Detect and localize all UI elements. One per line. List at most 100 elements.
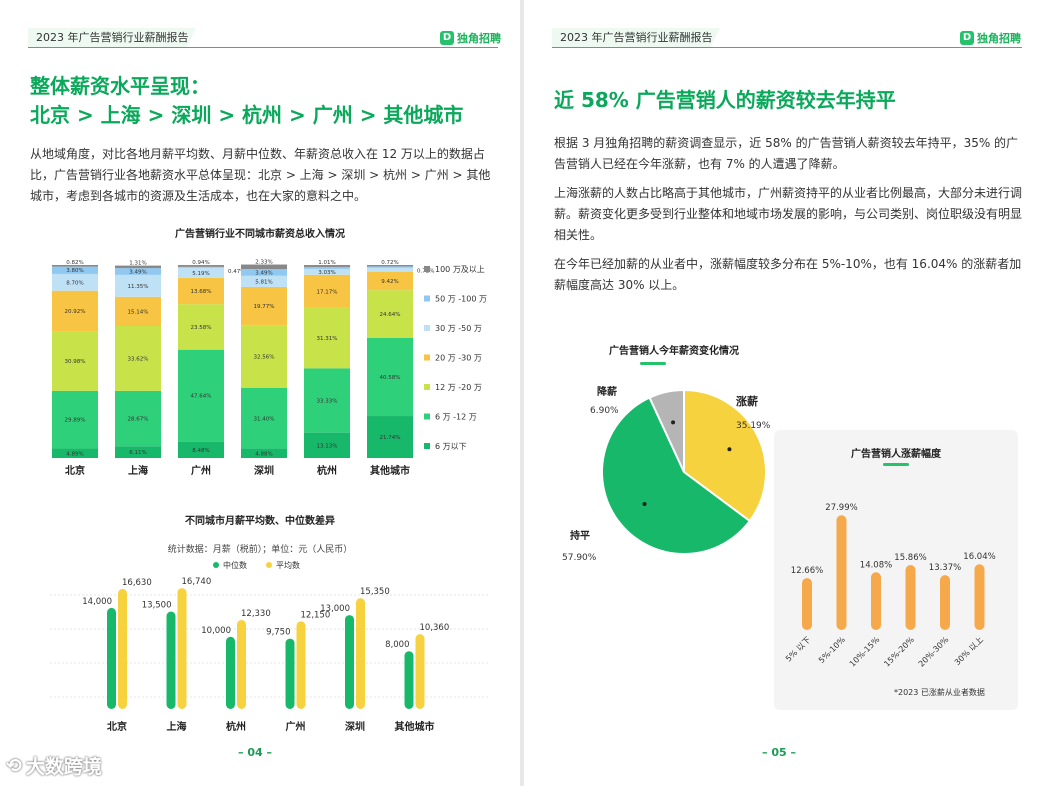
pie-slice-降薪 (648, 388, 685, 473)
intro-paragraph: 从地域角度，对比各地月薪平均数、月薪中位数、年薪资总收入在 12 万以上的数据占… (30, 147, 491, 203)
legend-label: 12 万 -20 万 (435, 383, 482, 392)
median-value: 9,750 (266, 628, 290, 638)
stacked-label: 5.81% (255, 279, 272, 285)
stacked-segment-广州-5 (178, 266, 224, 268)
raise-bar-20%-30% (940, 575, 950, 630)
raise-tick-label: 5%-10% (817, 635, 847, 665)
stacked-label: 33.33% (317, 398, 338, 404)
median-mean-chart-subtitle: 统计数据：月薪（税前）；单位：元（人民币） (167, 545, 353, 555)
raise-range-panel: 广告营销人涨薪幅度 12.66% 5% 以下 27.99% 5%-10% 14.08% 1… (774, 430, 1018, 710)
stacked-label: 11.35% (128, 284, 149, 290)
legend-mean: 平均数 (276, 560, 300, 570)
pie-slice-dot (642, 502, 647, 507)
stacked-label: 2.33% (255, 260, 272, 266)
stacked-label: 28.67% (128, 417, 149, 423)
median-value: 14,000 (82, 597, 112, 607)
raise-tick-label: 10%-15% (848, 635, 882, 669)
raise-chart-title: 广告营销人涨薪幅度 (851, 449, 941, 460)
legend-median: 中位数 (223, 560, 247, 570)
stacked-segment-深圳-4 (241, 275, 287, 287)
raise-tick-label: 30% 以上 (953, 635, 985, 667)
stacked-segment-深圳-0 (241, 448, 287, 458)
mean-value: 12,150 (301, 610, 331, 620)
legend-swatch (424, 266, 430, 272)
pie-label-flat: 持平 (570, 529, 590, 542)
median-mean-bar-chart: 中位数 平均数 14,000 16,630 北京 13,500 16,740 上海 10,000… (50, 560, 490, 733)
raise-chart-note: *2023 已涨薪从业者数据 (894, 688, 985, 697)
legend-dot-median (213, 562, 219, 568)
mean-value: 15,350 (360, 587, 390, 597)
stacked-label: 13.13% (317, 443, 338, 449)
stacked-label: 4.88% (255, 451, 272, 457)
legend-label: 20 万 -30 万 (435, 354, 482, 363)
mean-bar-北京 (118, 588, 127, 709)
stacked-label: 23.58% (191, 325, 212, 331)
raise-bar-10%-15% (871, 572, 881, 630)
mean-bar-上海 (177, 588, 187, 709)
raise-value: 14.08% (860, 560, 892, 570)
stacked-segment-深圳-3 (241, 286, 287, 326)
raise-bar-5% 以下 (802, 578, 812, 630)
legend-label: 50 万 -100 万 (435, 295, 487, 304)
pie-slice-dot (671, 420, 676, 425)
raise-tick-label: 5% 以下 (784, 635, 812, 663)
pie-chart-title: 广告营销人今年薪资变化情况 (609, 346, 739, 357)
stacked-segment-杭州-6 (304, 265, 350, 267)
stacked-label: 8.70% (66, 280, 83, 286)
stacked-label: 3.03% (318, 270, 335, 276)
median-value: 13,000 (320, 604, 350, 614)
median-bar-杭州 (226, 636, 235, 709)
city-tick-label: 杭州 (317, 464, 337, 477)
salary-change-pie-chart: 涨薪 35.19% 降薪 6.90% 持平 57.90% (562, 385, 771, 563)
stacked-segment-其他城市-6 (367, 265, 413, 267)
brand-logo-text: 独角招聘 (977, 32, 1021, 45)
stacked-label: 19.77% (254, 304, 275, 310)
stacked-label: 0.82% (66, 260, 83, 266)
mean-bar-广州 (296, 621, 306, 709)
stacked-segment-深圳-1 (241, 387, 287, 449)
stacked-segment-北京-1 (52, 390, 98, 449)
legend-label: 6 万 -12 万 (435, 413, 477, 422)
mean-value: 16,740 (182, 577, 212, 587)
stacked-segment-杭州-3 (304, 274, 350, 308)
stacked-bar-chart: 4.89% 29.89% 30.98% 20.92% 8.70% 3.80% 0.82% 北京… (52, 260, 487, 477)
city-tick-label: 上海 (128, 464, 148, 477)
stacked-segment-广州-2 (178, 304, 224, 350)
stacked-segment-其他城市-3 (367, 271, 413, 291)
report-header-tab: 2023 年广告营销行业薪酬报告 (28, 28, 196, 48)
header-divider (28, 47, 498, 48)
section-title: 近 58% 广告营销人的薪资较去年持平 (554, 88, 896, 112)
stacked-segment-其他城市-0 (367, 416, 413, 458)
brand-logo: D 独角招聘 (440, 30, 501, 46)
stacked-segment-深圳-5 (241, 269, 287, 276)
raise-value: 27.99% (825, 503, 857, 513)
report-header-text: 2023 年广告营销行业薪酬报告 (36, 31, 189, 44)
stacked-label: 40.58% (380, 375, 401, 381)
watermark-icon: ⟲ (6, 754, 22, 777)
logo-icon: D (440, 31, 454, 45)
stacked-segment-北京-0 (52, 448, 98, 458)
stacked-segment-深圳-2 (241, 325, 287, 388)
city-tick-label: 北京 (65, 464, 85, 477)
stacked-segment-上海-4 (115, 274, 161, 297)
stacked-label: 4.89% (66, 451, 83, 457)
stacked-segment-上海-3 (115, 296, 161, 326)
raise-value: 15.86% (894, 553, 926, 563)
city-tick-label: 深圳 (345, 720, 365, 733)
mean-bar-杭州 (237, 619, 246, 709)
logo-icon: D (960, 31, 974, 45)
stacked-label: 31.31% (317, 336, 338, 342)
stacked-label: 1.01% (318, 260, 335, 266)
stacked-label: 0.47% (228, 269, 245, 275)
city-tick-label: 其他城市 (370, 464, 410, 477)
stacked-label: 32.56% (254, 355, 275, 361)
pie-label-raise: 涨薪 (736, 394, 758, 408)
stacked-segment-杭州-2 (304, 307, 350, 369)
stacked-label: 0.94% (192, 260, 209, 266)
legend-swatch (424, 384, 430, 390)
raise-tick-label: 20%-30% (917, 635, 951, 669)
paragraph-3: 在今年已经加薪的从业者中，涨薪幅度较多分布在 5%-10%，也有 16.04% … (554, 257, 1022, 292)
section-title-line1: 整体薪资水平呈现： (30, 74, 210, 98)
page-number: – 04 – (238, 746, 272, 759)
pie-slice-持平 (601, 396, 752, 555)
